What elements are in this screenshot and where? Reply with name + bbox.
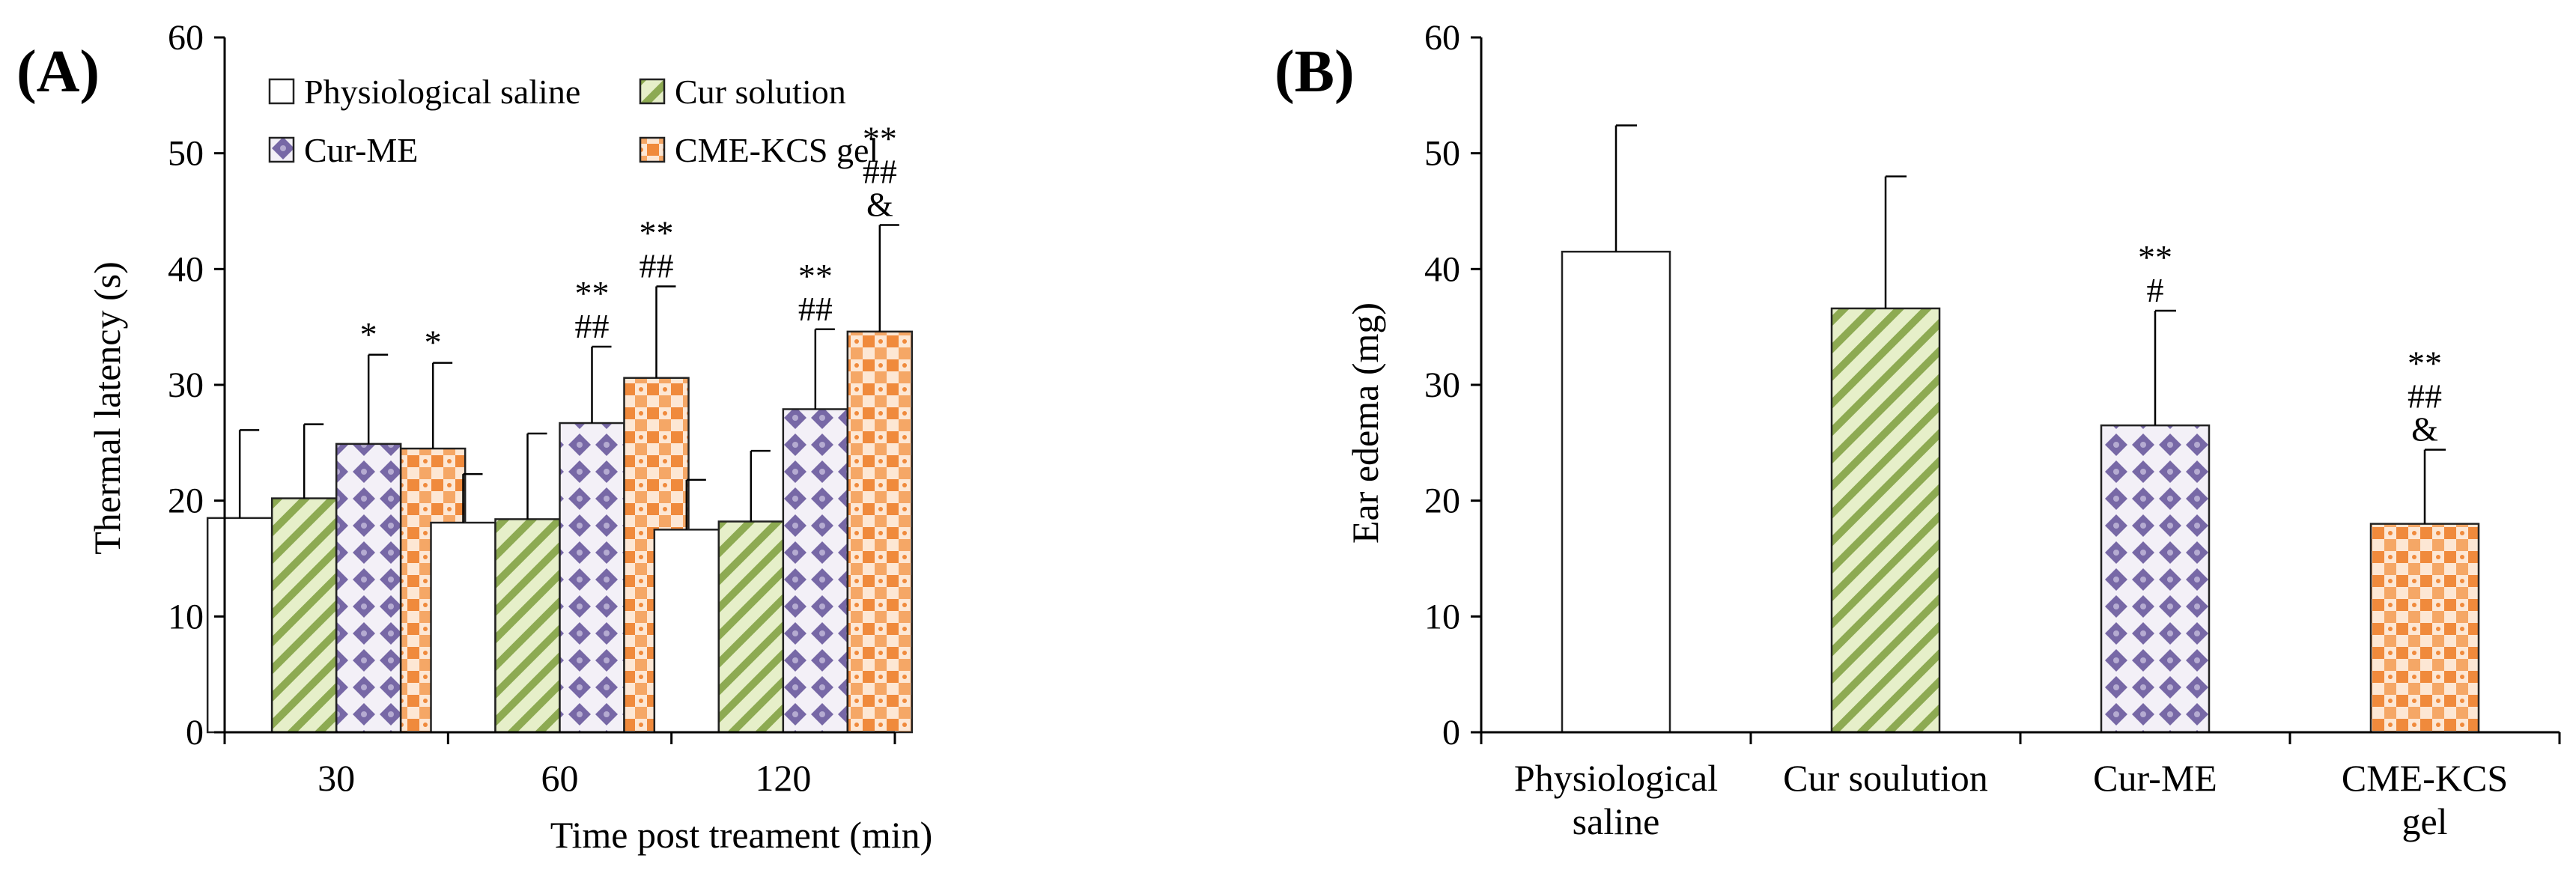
panel-a-y-tick-label: 60 (168, 18, 204, 58)
panel-a-bar (494, 518, 561, 734)
panel-b-bar (2100, 424, 2211, 734)
panel-a-y-tick-label: 10 (168, 597, 204, 636)
panel-a-significance-mark: ## (863, 153, 897, 191)
panel-a-bar (206, 517, 273, 734)
panel-a-bar (270, 497, 338, 734)
panel-a-legend-swatch (268, 136, 295, 163)
panel-b-significance-mark: ## (2408, 377, 2442, 416)
panel-b-x-tick-label: CME-KCS (2342, 757, 2508, 799)
panel-a-y-tick-label: 40 (168, 249, 204, 289)
panel-a-legend: Physiological saline Cur solution Cur-ME CM… (268, 73, 878, 169)
panel-a-legend-entry: CME-KCS gel (675, 131, 878, 169)
panel-a-x-tick-label: 30 (318, 757, 355, 799)
panel-a-significance-mark: ** (575, 274, 610, 312)
panel-a-y-tick-label: 20 (168, 481, 204, 521)
panel-a-bar (430, 521, 496, 734)
panel-a-bar (846, 330, 914, 734)
panel-a-significance-mark: * (425, 323, 442, 362)
panel-a-significance-mark: ## (575, 307, 610, 345)
panel-a-bar (335, 443, 402, 734)
panel-a-significance-mark: ## (640, 247, 674, 285)
panel-a-legend-entry: Cur-ME (304, 131, 418, 169)
panel-a-x-tick-label: 120 (755, 757, 811, 799)
panel-b-bar (1830, 307, 1941, 734)
panel-b-bar (1561, 250, 1671, 734)
panel-a-significance-mark: & (866, 186, 893, 224)
panel-a-legend-swatch (268, 78, 295, 105)
panel-b-x-tick-label: Cur soulution (1783, 757, 1988, 799)
panel-b-y-tick-label: 50 (1424, 134, 1460, 174)
panel-b-y-axis-label: Ear edema (mg) (1344, 302, 1386, 544)
panel-a-significance-mark: * (360, 315, 377, 353)
panel-b-y-tick-label: 10 (1424, 597, 1460, 636)
panel-b-significance-mark: ** (2138, 238, 2172, 276)
panel-b-significance-mark: & (2411, 410, 2438, 448)
panel-b-y-tick-label: 0 (1442, 713, 1460, 752)
panel-b-significance-mark: ** (2408, 344, 2442, 383)
panel-a-legend-entry: Cur solution (675, 73, 846, 111)
panel-a-y-tick-label: 30 (168, 365, 204, 405)
panel-b-y-tick-label: 20 (1424, 481, 1460, 521)
panel-b-x-tick-label: gel (2402, 800, 2447, 842)
panel-a-x-axis-label: Time post treament (min) (550, 814, 933, 856)
panel-a-significance-mark: ** (640, 214, 674, 252)
panel-a-significance-mark: ** (798, 257, 833, 295)
panel-a-y-tick-label: 0 (186, 713, 204, 752)
panel-b-label: (B) (1275, 39, 1355, 105)
panel-a-significance-mark: ** (863, 120, 897, 158)
panel-a-y-axis-label: Thermal latency (s) (86, 261, 128, 554)
panel-b-x-tick-label: Cur-ME (2093, 757, 2217, 799)
panel-a-significance-mark: ## (798, 290, 833, 328)
panel-a-bar (559, 422, 625, 734)
panel-b-bar (2369, 523, 2480, 734)
panel-a-legend-swatch (639, 78, 666, 105)
panel-a-y-tick-label: 50 (168, 134, 204, 174)
panel-a-bar (653, 529, 720, 734)
panel-a-x-tick-label: 60 (541, 757, 579, 799)
panel-b-x-tick-label: saline (1573, 800, 1660, 842)
panel-a-bar (782, 408, 849, 734)
panel-b-x-tick-label: Physiological (1514, 757, 1718, 799)
panel-b-y-tick-label: 60 (1424, 18, 1460, 58)
panel-b-significance-mark: # (2147, 271, 2164, 309)
panel-b-y-tick-label: 30 (1424, 365, 1460, 405)
panel-b-y-tick-label: 40 (1424, 249, 1460, 289)
panel-a-label: (A) (16, 39, 100, 105)
panel-a-legend-swatch (639, 136, 666, 163)
panel-a-bar (717, 520, 785, 734)
panel-a-legend-entry: Physiological saline (304, 73, 580, 111)
